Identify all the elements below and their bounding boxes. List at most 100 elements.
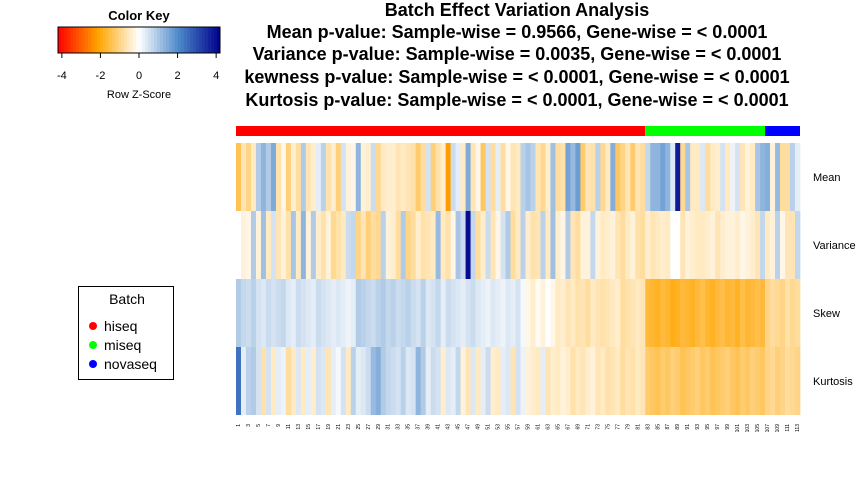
- heatmap-cell: [640, 279, 646, 347]
- heatmap-cell: [670, 211, 676, 279]
- heatmap-cell: [455, 347, 461, 415]
- heatmap-cell: [750, 279, 756, 347]
- column-tick-label: 7: [266, 424, 272, 427]
- color-key-swatch: [67, 27, 71, 53]
- heatmap-cell: [305, 211, 312, 279]
- heatmap-cell: [430, 279, 436, 347]
- heatmap-cell: [405, 347, 412, 415]
- heatmap-cell: [795, 143, 801, 211]
- heatmap-cell: [335, 279, 342, 347]
- heatmap-cell: [375, 143, 382, 211]
- heatmap-cell: [500, 211, 506, 279]
- color-key-ticks: -4 -2 0 2 4: [57, 53, 219, 82]
- column-tick-label: 105: [755, 424, 761, 433]
- heatmap-cell: [485, 347, 491, 415]
- heatmap-cell: [250, 347, 257, 415]
- heatmap-cell: [765, 143, 771, 211]
- legend-item-miseq: miseq: [89, 336, 141, 354]
- heatmap-cell: [775, 279, 781, 347]
- color-key-tick-label: 2: [175, 70, 181, 82]
- heatmap-cell: [285, 279, 292, 347]
- heatmap-cell: [240, 347, 247, 415]
- color-key-gradient: [58, 27, 221, 53]
- heatmap-cell: [525, 143, 531, 211]
- heatmap-cell: [600, 347, 606, 415]
- heatmap-cell: [320, 211, 327, 279]
- heatmap-cell: [725, 279, 731, 347]
- heatmap-cell: [455, 279, 461, 347]
- heatmap-cell: [755, 211, 761, 279]
- color-key: Color Key -4 -2 0 2 4 Row Z-Score: [57, 8, 221, 101]
- heatmap-cell: [585, 347, 591, 415]
- heatmap-cell: [735, 211, 741, 279]
- heatmap-cell: [530, 279, 536, 347]
- heatmap-cell: [515, 211, 521, 279]
- heatmap-cell: [690, 347, 696, 415]
- heatmap-cell: [425, 347, 431, 415]
- column-tick-label: 93: [695, 424, 701, 430]
- heatmap-cell: [630, 347, 636, 415]
- heatmap-cell: [395, 211, 402, 279]
- column-tick-label: 35: [406, 424, 412, 430]
- heatmap-cell: [315, 279, 322, 347]
- heatmap-cell: [255, 143, 262, 211]
- heatmap-cell: [525, 279, 531, 347]
- heatmap-cell: [580, 211, 586, 279]
- heatmap-cell: [540, 347, 546, 415]
- column-tick-label: 79: [625, 424, 631, 430]
- heatmap-cell: [370, 279, 377, 347]
- heatmap-cell: [745, 143, 751, 211]
- heatmap-cell: [740, 347, 746, 415]
- color-key-swatch: [124, 27, 128, 53]
- color-key-swatch: [187, 27, 191, 53]
- heatmap-cell: [330, 143, 337, 211]
- color-key-swatch: [70, 27, 74, 53]
- column-tick-label: 41: [436, 424, 442, 430]
- heatmap-cell: [625, 347, 631, 415]
- heatmap-cell: [765, 211, 771, 279]
- heatmap-cell: [665, 143, 671, 211]
- heatmap-cell: [640, 347, 646, 415]
- heatmap-cell: [560, 347, 566, 415]
- heatmap-cell: [275, 143, 282, 211]
- color-key-swatch: [91, 27, 95, 53]
- heatmap-cell: [745, 211, 751, 279]
- color-key-swatch: [61, 27, 65, 53]
- heatmap-cell: [465, 347, 471, 415]
- column-tick-label: 73: [595, 424, 601, 430]
- heatmap-cell: [305, 279, 312, 347]
- color-key-swatch: [184, 27, 188, 53]
- heatmap-cell: [580, 347, 586, 415]
- heatmap-cell: [730, 143, 736, 211]
- color-key-swatch: [127, 27, 131, 53]
- heatmap-cell: [300, 347, 307, 415]
- heatmap-cell: [470, 143, 476, 211]
- row-label-mean: Mean: [813, 172, 841, 184]
- heatmap-cell: [375, 279, 382, 347]
- legend-title: Batch: [109, 291, 145, 307]
- heatmap-cell: [700, 211, 706, 279]
- heatmap-cell: [475, 347, 481, 415]
- heatmap-cell: [350, 347, 357, 415]
- heatmap-cell: [685, 143, 691, 211]
- heatmap-cell: [675, 211, 681, 279]
- heatmap-cell: [325, 279, 332, 347]
- heatmap-cell: [450, 143, 456, 211]
- heatmap-cell: [285, 143, 292, 211]
- heatmap-cell: [795, 279, 801, 347]
- heatmap-cell: [530, 143, 536, 211]
- heatmap-cell: [575, 211, 581, 279]
- column-tick-label: 25: [356, 424, 362, 430]
- heatmap-cell: [610, 143, 616, 211]
- heatmap-cell: [705, 279, 711, 347]
- heatmap-cell: [445, 211, 451, 279]
- legend-label-miseq: miseq: [104, 337, 142, 353]
- heatmap-cell: [385, 143, 392, 211]
- color-key-swatch: [136, 27, 140, 53]
- heatmap-cell: [335, 347, 342, 415]
- legend-item-novaseq: novaseq: [89, 355, 157, 373]
- heatmap-cell: [340, 143, 347, 211]
- heatmap-cell: [250, 143, 257, 211]
- color-key-swatch: [103, 27, 107, 53]
